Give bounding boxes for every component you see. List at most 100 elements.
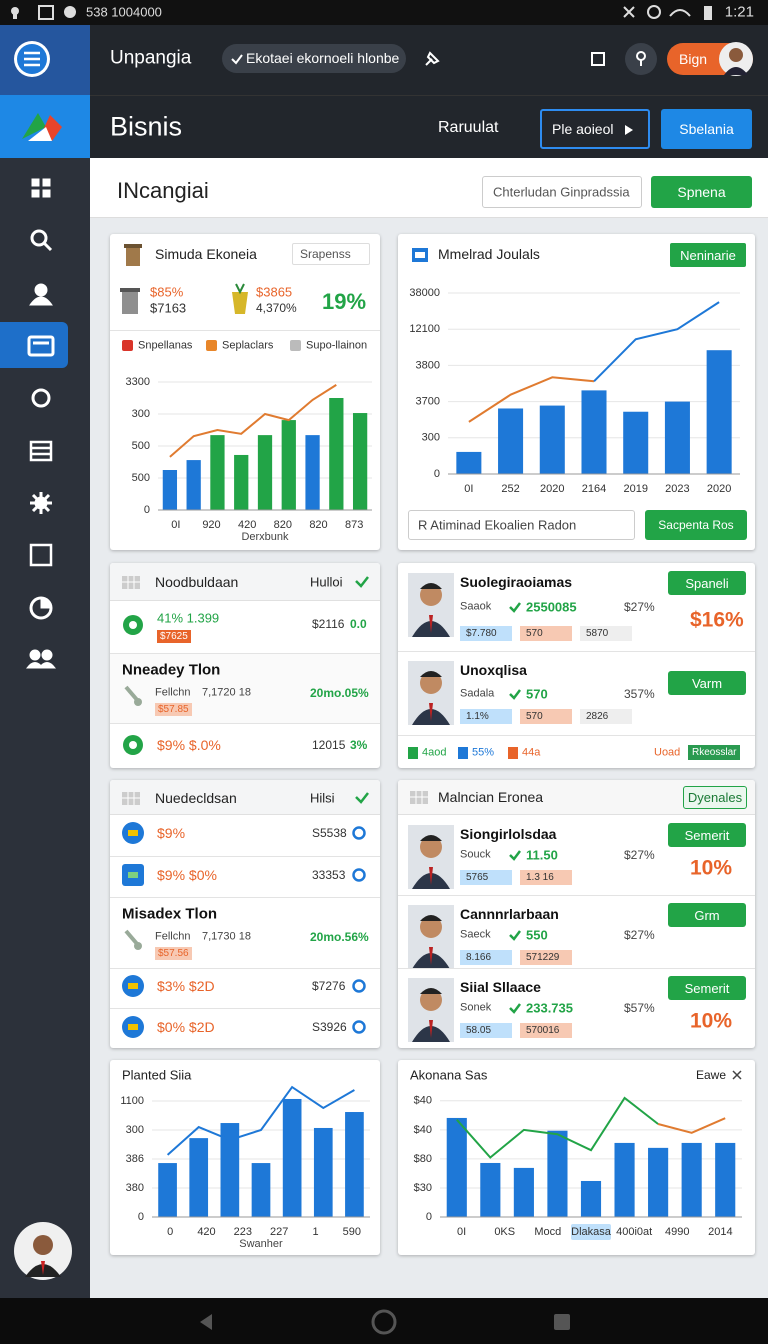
bar: [189, 1138, 209, 1217]
bar: [581, 390, 607, 474]
header-action[interactable]: Hilsi: [310, 790, 335, 805]
bar: [281, 420, 296, 510]
check-icon: [509, 930, 521, 941]
person-button[interactable]: Semerit: [668, 976, 746, 1000]
row-status: [352, 826, 366, 840]
section-label: Fellchn: [155, 930, 191, 943]
person-pct: $27%: [624, 600, 655, 614]
nav-page[interactable]: [29, 543, 53, 567]
x-tick-label: 223: [234, 1226, 252, 1238]
row-main: $9% $0%: [157, 867, 217, 883]
row-status-ring: [352, 826, 366, 840]
input-placeholder[interactable]: R Atiminad Ekoalien Radon: [418, 517, 577, 533]
green-button[interactable]: Spnena: [651, 176, 752, 208]
row-main: $9%: [157, 825, 186, 841]
icon-part: [30, 492, 52, 514]
status-bar: 538 1004000 1:21: [0, 0, 768, 25]
x-tick-label: 227: [270, 1226, 288, 1238]
person-big: $16%: [690, 608, 744, 632]
person-name: Siial Sllaace: [460, 979, 541, 995]
wrench-icon: [124, 685, 142, 706]
bar: [547, 1130, 568, 1217]
header-action[interactable]: Hulloi: [310, 574, 343, 590]
section-title: Nneadey Tlon: [122, 661, 221, 679]
icon-part: [232, 292, 248, 314]
nav-dashboard[interactable]: [31, 178, 40, 187]
icon-part: [122, 791, 140, 805]
row-amount: $7276: [312, 979, 346, 993]
footer-swatch: [408, 747, 418, 759]
x-tick-label: 590: [343, 1226, 361, 1238]
panel-title: Nuedecldsan: [155, 789, 237, 806]
button[interactable]: Sacpenta Ros: [645, 510, 747, 540]
home-button[interactable]: [371, 1309, 397, 1335]
x-tick-label: 400i0at: [616, 1226, 652, 1238]
nav-list[interactable]: [29, 440, 53, 462]
divider: [110, 330, 380, 331]
row-divider: [398, 735, 755, 736]
dropdown-label[interactable]: Srapenss: [300, 247, 351, 261]
search-input[interactable]: [408, 510, 635, 540]
primary-button[interactable]: Sbelania: [661, 109, 752, 149]
person-chip: $7.780: [460, 626, 512, 641]
icon-part: [509, 850, 521, 861]
menu-area[interactable]: [0, 25, 90, 95]
icon-part: [429, 615, 433, 633]
menu-icon[interactable]: [10, 37, 54, 81]
icon-part: [429, 867, 433, 885]
x-tick-label: 2014: [708, 1226, 732, 1238]
row-icon: [123, 735, 143, 755]
search-input[interactable]: Chterludan Ginpradssia: [482, 176, 642, 208]
person-button[interactable]: Grm: [668, 903, 746, 927]
header-link[interactable]: Raruulat: [438, 119, 499, 136]
person-avatar: [408, 661, 454, 725]
person-label: Sonek: [460, 1001, 492, 1014]
icon-part: [420, 836, 442, 858]
person-button[interactable]: Spaneli: [668, 571, 746, 595]
icon-part: [420, 915, 442, 921]
bar: [706, 350, 732, 474]
person-button[interactable]: Semerit: [668, 823, 746, 847]
nav-network[interactable]: [31, 388, 51, 408]
icon-part: [509, 602, 521, 613]
icon-part: [22, 113, 46, 139]
active-nav[interactable]: [0, 322, 68, 368]
row-divider: [110, 897, 380, 898]
y-tick-label: 3700: [416, 396, 440, 408]
bar: [681, 1142, 702, 1217]
nav-search[interactable]: [30, 229, 48, 247]
row-divider: [110, 1008, 380, 1009]
row-icon-mark: [128, 1024, 138, 1030]
recents-button[interactable]: [554, 1314, 570, 1330]
footer-swatch: [458, 747, 468, 759]
row-divider: [110, 968, 380, 969]
header-action[interactable]: Eawe: [696, 1068, 727, 1082]
profile-avatar[interactable]: [718, 41, 754, 77]
row-status-ring: [352, 868, 366, 882]
nav-team[interactable]: [29, 649, 41, 661]
person-value: 233.735: [526, 1000, 573, 1016]
nav-cards[interactable]: [27, 335, 55, 357]
section-rate: 20mo.56%: [310, 930, 369, 944]
pin-icon[interactable]: [420, 47, 444, 71]
icon-part: [623, 6, 635, 18]
help-icon[interactable]: [624, 42, 658, 76]
bar: [158, 1163, 177, 1217]
akonana-panel: Akonana Sas Eawe 0 $30 $80 $40 $40 0I 0KS Mocd Dla…: [398, 1060, 755, 1255]
person-pct: $27%: [624, 848, 655, 862]
row-icon: [122, 975, 144, 997]
row-status: [352, 868, 366, 882]
filter-chip[interactable]: Ekotaei ekornoeli hlonbe: [222, 44, 406, 73]
panel-icon: [412, 248, 428, 262]
user-avatar[interactable]: [13, 1221, 73, 1281]
dropdown[interactable]: [292, 243, 370, 265]
outline-button[interactable]: Ple aoieol: [540, 109, 650, 149]
y-tick-label: 0: [138, 1211, 144, 1223]
nav-user[interactable]: [34, 283, 48, 297]
back-button[interactable]: [200, 1314, 212, 1330]
window-icon[interactable]: [590, 51, 606, 67]
icon-part: [429, 947, 433, 965]
x-tick-label: 2023: [665, 483, 689, 495]
section-badge: $57.85: [155, 703, 192, 716]
person-button[interactable]: Varm: [668, 671, 746, 695]
